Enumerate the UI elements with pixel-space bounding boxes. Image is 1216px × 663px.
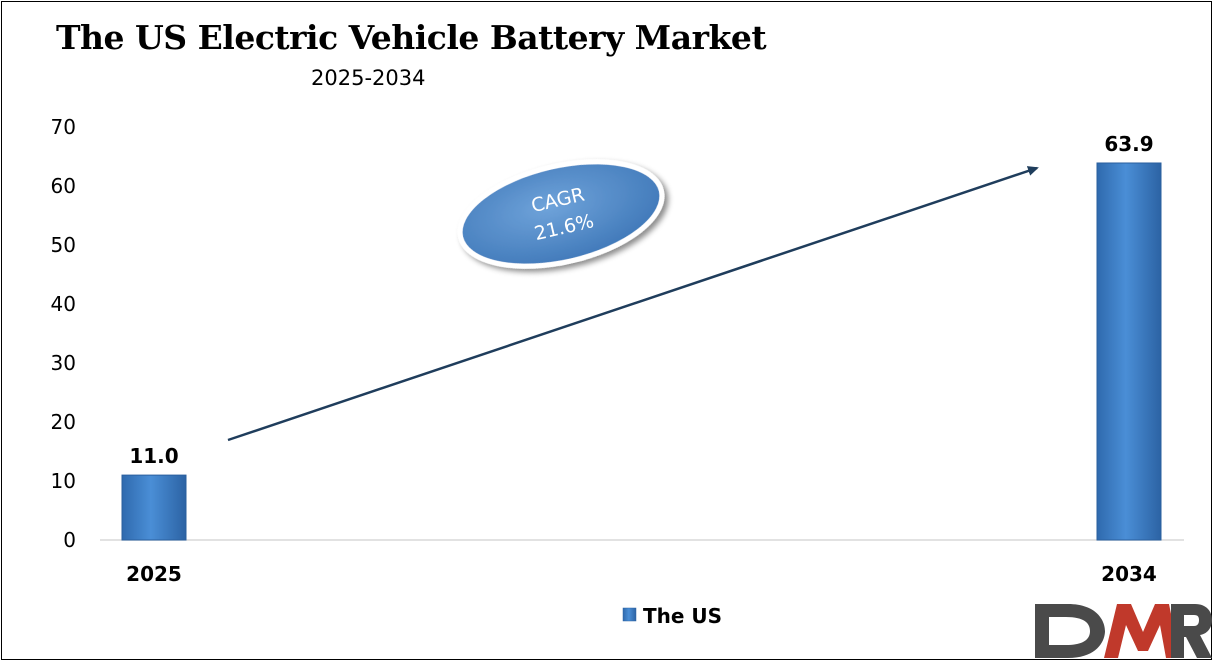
dmr-logo [1035, 604, 1212, 658]
data-labels-group: 11.0 63.9 [129, 132, 1153, 468]
bar-2025 [121, 474, 187, 541]
y-tick-label-0: 0 [63, 528, 76, 552]
data-label-2034: 63.9 [1104, 132, 1153, 156]
category-labels-group: 2025 2034 [126, 562, 1157, 586]
x-tick-label-2025: 2025 [126, 562, 182, 586]
logo-m-letter [1104, 604, 1180, 658]
legend-swatch [622, 607, 637, 622]
chart-title: The US Electric Vehicle Battery Market [56, 18, 767, 57]
y-tick-label-10: 10 [51, 469, 76, 493]
cagr-bubble: CAGR 21.6% [457, 159, 665, 269]
bars-group [121, 162, 1162, 541]
y-tick-label-40: 40 [51, 292, 76, 316]
logo-d-letter [1035, 604, 1105, 658]
y-tick-label-50: 50 [51, 233, 76, 257]
data-label-2025: 11.0 [129, 444, 178, 468]
x-tick-label-2034: 2034 [1101, 562, 1157, 586]
chart-subtitle: 2025-2034 [311, 66, 426, 90]
legend-label-the-us: The US [643, 604, 722, 628]
y-axis-ticks: 0 10 20 30 40 50 60 70 [51, 115, 76, 552]
y-tick-label-60: 60 [51, 174, 76, 198]
growth-arrow [227, 166, 1039, 442]
bar-2034 [1096, 162, 1162, 541]
y-tick-label-20: 20 [51, 410, 76, 434]
logo-r-letter [1171, 604, 1212, 658]
y-tick-label-70: 70 [51, 115, 76, 139]
legend: The US [622, 604, 722, 628]
y-tick-label-30: 30 [51, 351, 76, 375]
